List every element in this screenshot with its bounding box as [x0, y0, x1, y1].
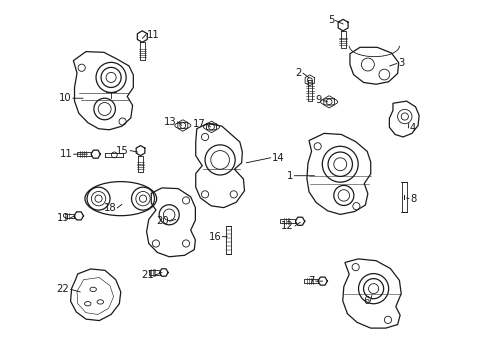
Text: 14: 14: [271, 153, 284, 163]
Text: 17: 17: [193, 120, 205, 129]
Text: 18: 18: [103, 203, 116, 213]
Text: 13: 13: [163, 117, 176, 127]
Text: 11: 11: [147, 30, 160, 40]
Text: 4: 4: [408, 123, 415, 133]
Text: 5: 5: [327, 15, 333, 26]
Text: 10: 10: [59, 93, 72, 103]
Text: 6: 6: [362, 296, 368, 306]
Text: 21: 21: [141, 270, 154, 280]
Text: 15: 15: [116, 145, 129, 156]
Text: 2: 2: [295, 68, 301, 78]
Text: 7: 7: [307, 276, 314, 286]
Text: 8: 8: [409, 194, 416, 204]
Text: 9: 9: [315, 95, 321, 105]
Text: 20: 20: [156, 216, 168, 226]
Text: 11: 11: [60, 149, 72, 159]
Text: 19: 19: [57, 213, 69, 222]
Text: 1: 1: [286, 171, 293, 181]
Text: 16: 16: [208, 232, 221, 242]
Text: 12: 12: [281, 221, 293, 231]
Text: 3: 3: [397, 58, 404, 68]
Text: 22: 22: [57, 284, 69, 294]
